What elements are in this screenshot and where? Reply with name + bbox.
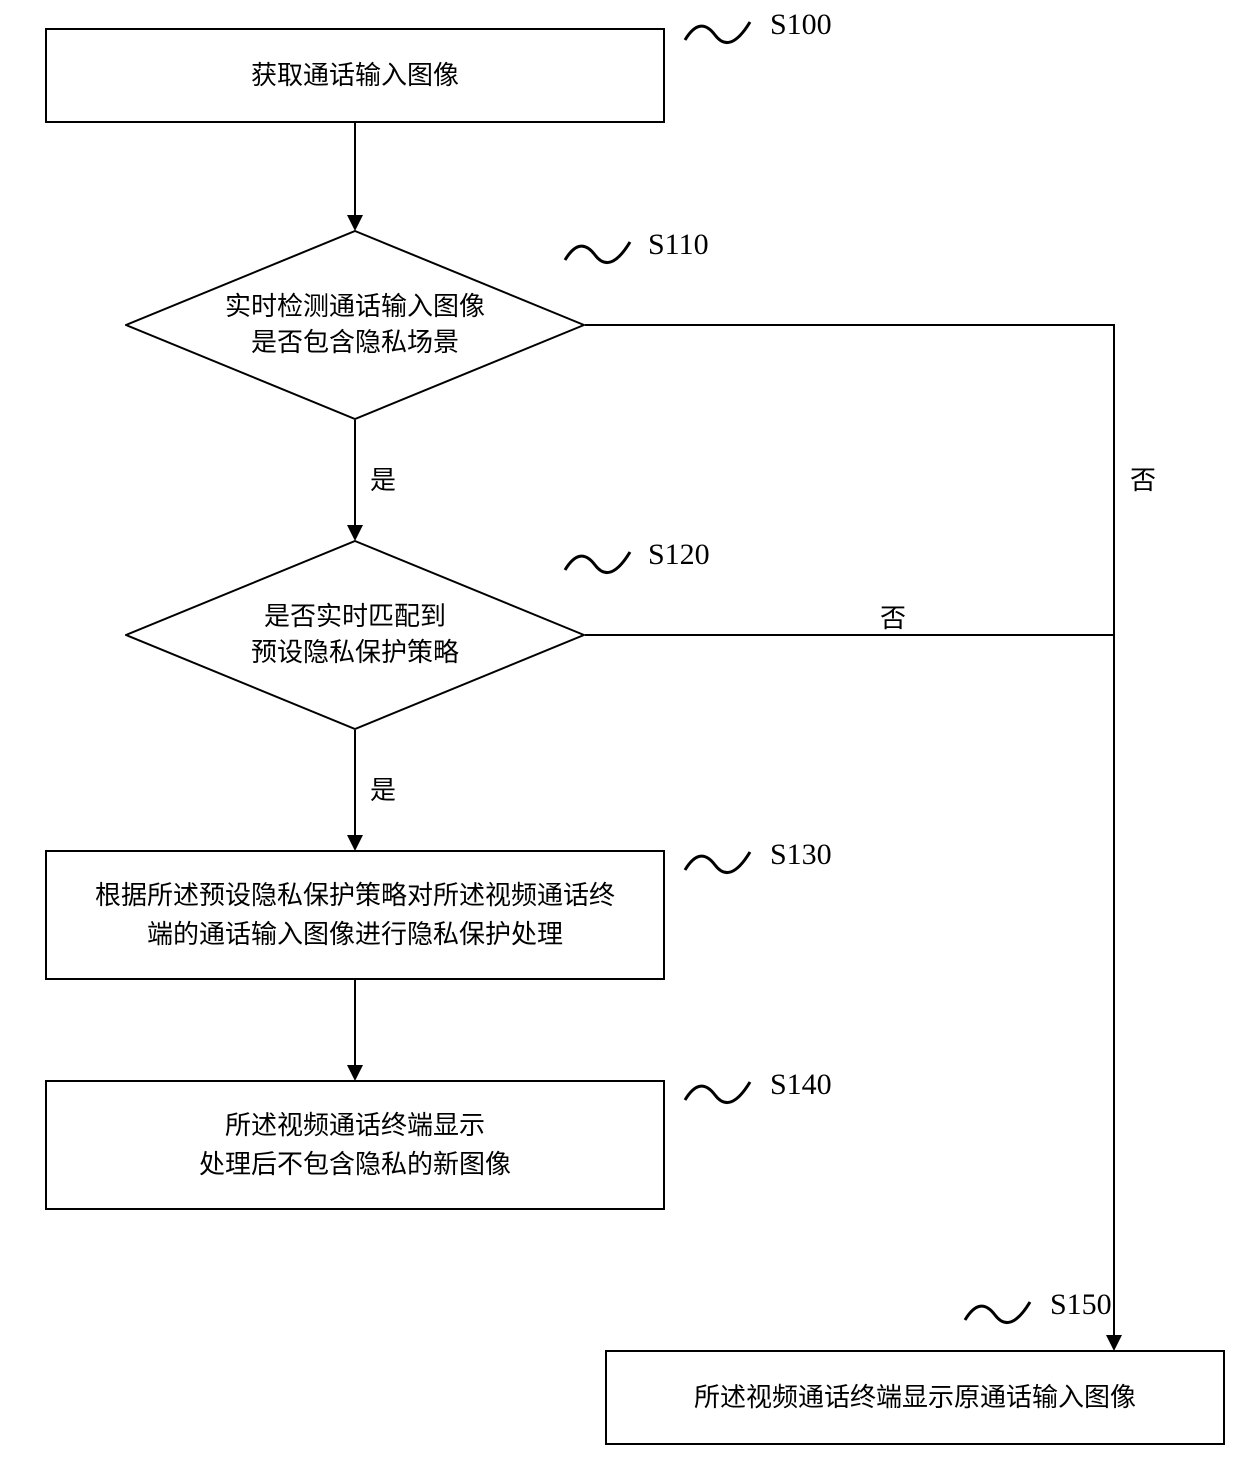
node-s110-text: 实时检测通话输入图像 是否包含隐私场景 [225,289,485,362]
label-s140: S140 [770,1068,832,1102]
edge-s110-no-v [1113,324,1115,1335]
edge-label-s110-no: 否 [1130,460,1156,497]
squiggle-s110 [560,230,640,270]
node-s100-text: 获取通话输入图像 [251,56,459,95]
arrowhead-s130-s140 [347,1065,363,1081]
edge-s120-s130-yes [354,730,356,835]
node-s120-text: 是否实时匹配到 预设隐私保护策略 [251,599,459,672]
arrowhead-s100-s110 [347,215,363,231]
edge-s120-no-h [585,634,1115,636]
node-s140: 所述视频通话终端显示 处理后不包含隐私的新图像 [45,1080,665,1210]
node-s140-text: 所述视频通话终端显示 处理后不包含隐私的新图像 [199,1106,511,1184]
label-s150: S150 [1050,1288,1112,1322]
node-s130-text: 根据所述预设隐私保护策略对所述视频通话终 端的通话输入图像进行隐私保护处理 [95,876,615,954]
label-s100: S100 [770,8,832,42]
edge-label-s120-yes: 是 [370,770,396,807]
squiggle-s120 [560,540,640,580]
label-s120: S120 [648,538,710,572]
arrowhead-s110-no [1106,1335,1122,1351]
edge-s110-s120-yes [354,420,356,525]
label-s130: S130 [770,838,832,872]
edge-s130-s140 [354,980,356,1065]
node-s120: 是否实时匹配到 预设隐私保护策略 [125,540,585,730]
node-s110: 实时检测通话输入图像 是否包含隐私场景 [125,230,585,420]
node-s150-text: 所述视频通话终端显示原通话输入图像 [694,1378,1136,1417]
node-s150: 所述视频通话终端显示原通话输入图像 [605,1350,1225,1445]
edge-label-s120-no: 否 [880,598,906,635]
edge-s100-s110 [354,123,356,215]
edge-label-s110-yes: 是 [370,460,396,497]
label-s110: S110 [648,228,709,262]
arrowhead-s120-s130 [347,835,363,851]
node-s130: 根据所述预设隐私保护策略对所述视频通话终 端的通话输入图像进行隐私保护处理 [45,850,665,980]
squiggle-s140 [680,1070,760,1110]
squiggle-s150 [960,1290,1040,1330]
edge-s110-no-h [585,324,1115,326]
arrowhead-s110-s120 [347,525,363,541]
squiggle-s130 [680,840,760,880]
node-s100: 获取通话输入图像 [45,28,665,123]
squiggle-s100 [680,10,760,50]
flowchart-canvas: 获取通话输入图像 S100 实时检测通话输入图像 是否包含隐私场景 S110 是… [0,0,1240,1478]
